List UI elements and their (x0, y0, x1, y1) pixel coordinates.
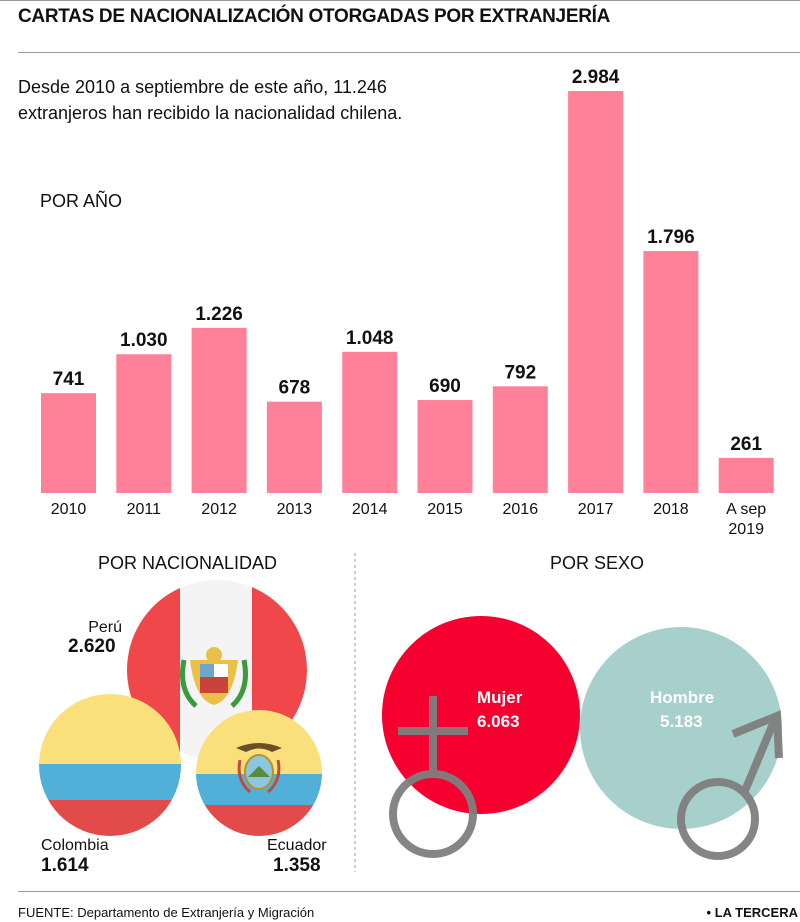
ecuador-name: Ecuador (267, 837, 327, 854)
female-value: 6.063 (477, 712, 520, 731)
peru-name: Perú (88, 619, 122, 636)
female-label: Mujer (477, 688, 523, 707)
bar-8 (643, 251, 699, 493)
bar-value-label: 741 (53, 369, 85, 390)
male-circle (580, 627, 782, 829)
bar-value-label: 1.796 (647, 227, 695, 248)
bar-value-label: 678 (279, 378, 311, 399)
ecuador-coat-of-arms (236, 743, 282, 794)
section-label-sex: POR SEXO (550, 553, 645, 573)
section-label-nationality: POR NACIONALIDAD (98, 553, 278, 573)
bar-value-label: 2.984 (572, 67, 620, 88)
intro-text: Desde 2010 a septiembre de este año, 11.… (18, 77, 403, 123)
bar-5 (417, 400, 473, 493)
bar-9 (718, 457, 774, 493)
bar-6 (492, 386, 548, 493)
category-label: 2017 (578, 501, 614, 518)
bar-2 (191, 327, 247, 493)
male-label: Hombre (650, 688, 715, 707)
category-label: 2010 (51, 501, 87, 518)
category-label: 2018 (653, 501, 689, 518)
category-label: 2011 (127, 501, 162, 518)
category-label: 2012 (201, 501, 237, 518)
bar-value-label: 792 (504, 362, 536, 383)
bar-3 (266, 401, 322, 493)
source-note: FUENTE: Departamento de Extranjería y Mi… (18, 905, 315, 920)
bar-value-label: 261 (730, 434, 762, 455)
bar-value-label: 1.030 (120, 330, 168, 351)
bar-value-label: 1.226 (195, 304, 243, 325)
peru-value: 2.620 (68, 636, 116, 657)
category-label: 2015 (427, 501, 463, 518)
bar-0 (41, 393, 96, 493)
male-symbol-icon (677, 710, 783, 860)
footer-divider (18, 891, 800, 892)
colombia-value: 1.614 (41, 855, 89, 876)
female-symbol-icon (389, 696, 477, 858)
bar-4 (342, 351, 398, 493)
category-label: 2016 (503, 501, 539, 518)
male-value: 5.183 (660, 712, 703, 731)
bar-7 (568, 91, 624, 493)
peru-label: Perú (84, 618, 122, 638)
ecuador-value: 1.358 (273, 855, 321, 876)
brand-logo: • LA TERCERA (706, 905, 798, 920)
category-label: 2013 (277, 501, 313, 518)
section-label-year: POR AÑO (40, 191, 123, 211)
bar-value-label: 690 (429, 376, 461, 397)
top-rule (0, 0, 800, 1)
title-divider (18, 52, 800, 53)
colombia-name: Colombia (41, 837, 109, 854)
page-title: CARTAS DE NACIONALIZACIÓN OTORGADAS POR … (18, 6, 611, 27)
bar-1 (116, 354, 172, 493)
bars-group: 741 2010 1.030 2011 1.226 2012 678 2013 1.048 201… (41, 67, 774, 538)
category-label: A sep 2019 (726, 501, 766, 538)
peru-coat-of-arms (180, 647, 248, 708)
category-label: 2014 (352, 501, 388, 518)
bar-value-label: 1.048 (346, 328, 394, 349)
